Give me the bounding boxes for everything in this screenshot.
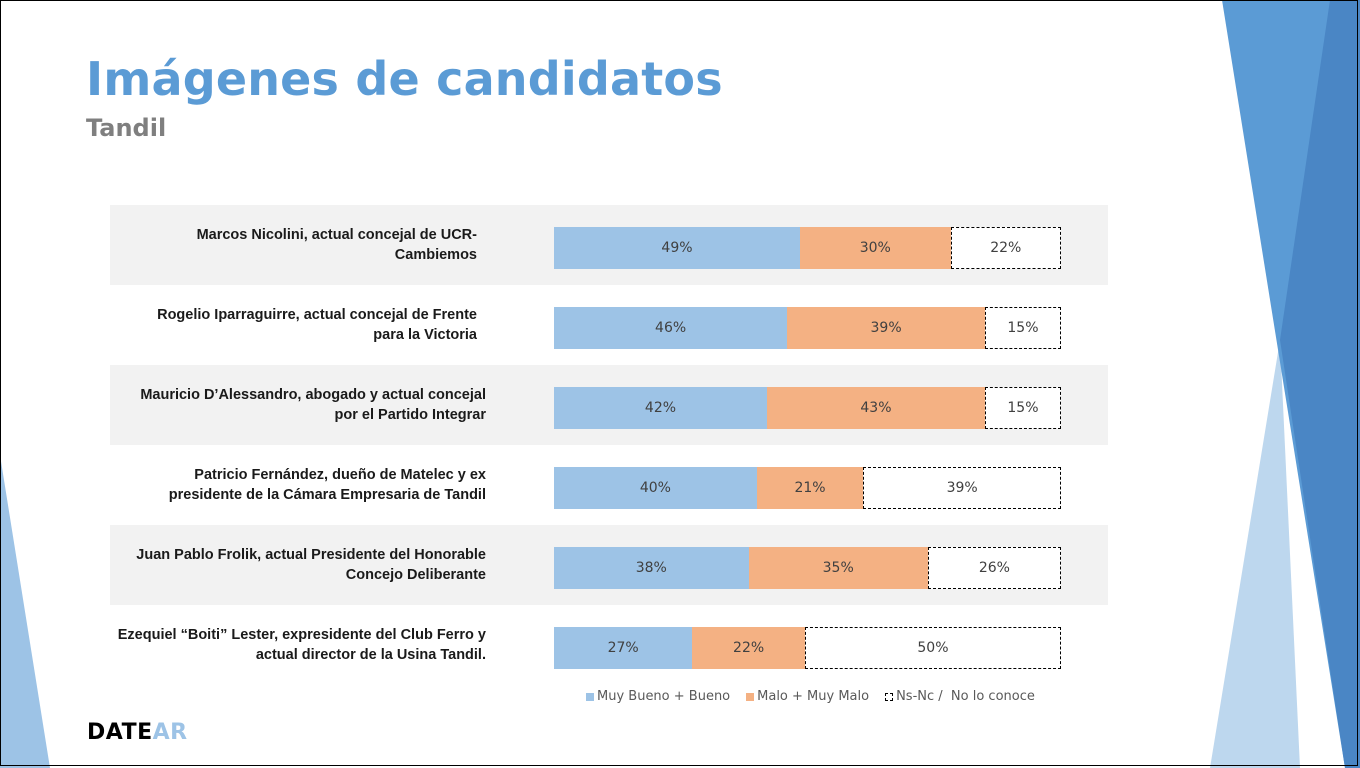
data-label: 42% <box>644 400 677 416</box>
category-label: Juan Pablo Frolik, actual Presidente del… <box>106 545 486 585</box>
legend-item: Muy Bueno + Bueno <box>586 689 730 704</box>
bar-segment-good: 49% <box>554 227 800 269</box>
legend-item: Ns-Nc / No lo conoce <box>885 689 1035 704</box>
bar-segment-ns: 50% <box>804 627 1061 669</box>
category-label-line: por el Partido Integrar <box>334 407 486 423</box>
data-label: 39% <box>870 320 902 336</box>
bar-segment-ns: 26% <box>927 547 1061 589</box>
bar-segment-ns: 22% <box>950 227 1061 269</box>
data-label: 21% <box>794 480 826 496</box>
bar-segment-good: 46% <box>554 307 788 349</box>
page-subtitle: Tandil <box>86 114 167 142</box>
data-label: 22% <box>733 640 765 656</box>
category-label: Marcos Nicolini, actual concejal de UCR-… <box>97 225 477 265</box>
bar-segment-good: 40% <box>554 467 757 509</box>
category-label-line: para la Victoria <box>373 327 477 343</box>
data-label: 38% <box>635 560 667 576</box>
bar-segment-bad: 22% <box>692 627 805 669</box>
category-label: Mauricio D’Alessandro, abogado y actual … <box>106 385 486 425</box>
category-label-line: Ezequiel “Boiti” Lester, expresidente de… <box>117 627 486 643</box>
chart-legend: Muy Bueno + Bueno Malo + Muy Malo Ns-Nc / … <box>586 689 1035 704</box>
legend-swatch <box>746 692 755 701</box>
category-label-line: Juan Pablo Frolik, actual Presidente del… <box>136 547 486 563</box>
category-label-line: Cambiemos <box>394 247 477 263</box>
data-label: 15% <box>1007 320 1039 336</box>
data-label: 50% <box>917 640 949 656</box>
legend-swatch <box>586 692 594 701</box>
data-label: 35% <box>822 560 854 576</box>
bar-segment-ns: 39% <box>863 467 1061 509</box>
right-dark-shape <box>1280 0 1360 768</box>
data-label: 49% <box>661 240 693 256</box>
data-label: 43% <box>860 400 892 416</box>
legend-label: Ns-Nc / No lo conoce <box>896 689 1035 704</box>
bar-segment-bad: 35% <box>748 547 928 589</box>
bar-segment-good: 27% <box>554 627 693 669</box>
logo-text-date: DATE <box>87 720 153 745</box>
category-label-line: Rogelio Iparraguirre, actual concejal de… <box>157 307 477 323</box>
data-label: 15% <box>1007 400 1039 416</box>
bar-segment-bad: 30% <box>799 227 951 269</box>
data-label: 40% <box>639 480 671 496</box>
bar-segment-bad: 21% <box>756 467 864 509</box>
category-label-line: Concejo Deliberante <box>345 567 486 583</box>
legend-label: Muy Bueno + Bueno <box>597 689 731 704</box>
category-label-line: presidente de la Cámara Empresaria de Ta… <box>168 487 486 503</box>
bar-segment-ns: 15% <box>984 387 1061 429</box>
category-label: Patricio Fernández, dueño de Matelec y e… <box>106 465 486 505</box>
category-label: Ezequiel “Boiti” Lester, expresidente de… <box>106 625 486 665</box>
left-accent-shape <box>0 455 50 768</box>
legend-label: Malo + Muy Malo <box>757 689 870 704</box>
logo-text-ar: AR <box>152 720 188 745</box>
legend-swatch <box>885 692 894 701</box>
data-label: 46% <box>655 320 687 336</box>
category-label-line: Patricio Fernández, dueño de Matelec y e… <box>194 467 486 483</box>
bar-segment-good: 38% <box>554 547 749 589</box>
data-label: 39% <box>946 480 978 496</box>
data-label: 27% <box>607 640 639 656</box>
data-label: 22% <box>990 240 1022 256</box>
bar-segment-bad: 39% <box>787 307 985 349</box>
category-label-line: Mauricio D’Alessandro, abogado y actual … <box>140 387 486 403</box>
brand-logo: DATEAR <box>87 720 188 745</box>
category-label: Rogelio Iparraguirre, actual concejal de… <box>97 305 477 345</box>
data-label: 30% <box>859 240 891 256</box>
bar-segment-good: 42% <box>554 387 767 429</box>
bar-segment-bad: 43% <box>766 387 985 429</box>
data-label: 26% <box>978 560 1010 576</box>
category-label-line: Marcos Nicolini, actual concejal de UCR- <box>196 227 477 243</box>
right-light-shape <box>1210 340 1300 768</box>
legend-item: Malo + Muy Malo <box>746 689 869 704</box>
page-title: Imágenes de candidatos <box>86 52 723 106</box>
bar-segment-ns: 15% <box>984 307 1061 349</box>
category-label-line: actual director de la Usina Tandil. <box>255 647 486 663</box>
